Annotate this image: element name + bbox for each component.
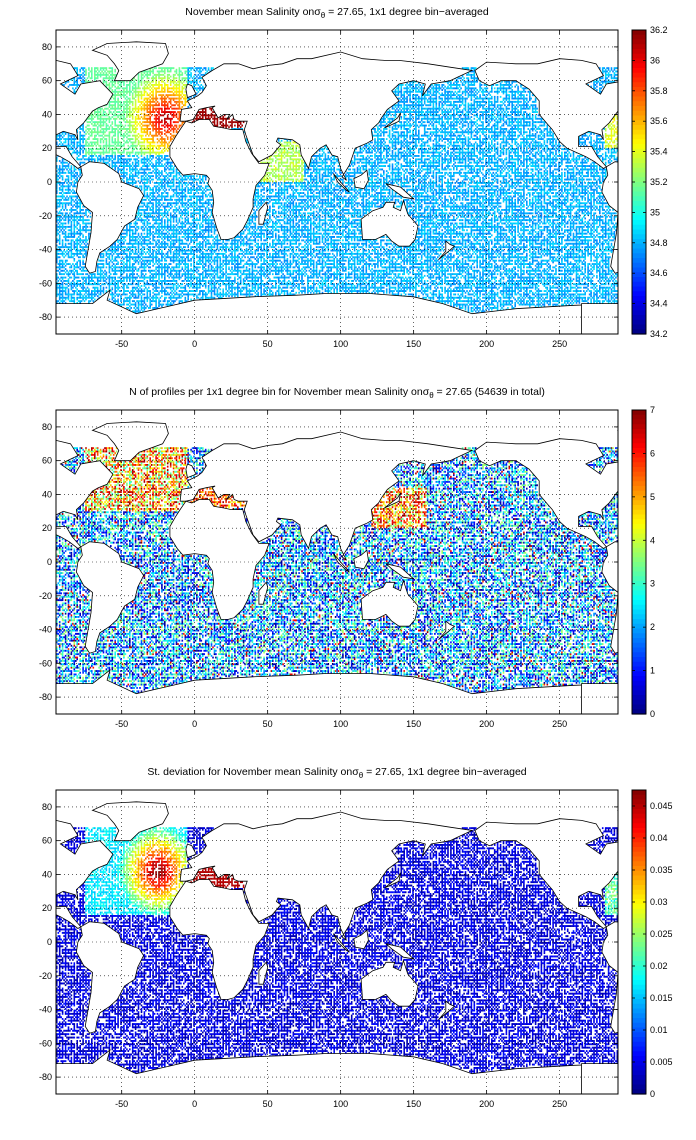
x-tick-label: -50 xyxy=(115,719,128,729)
salinity-panel: November mean Salinity onσθ = 27.65, 1x1… xyxy=(0,0,696,380)
y-tick-label: 60 xyxy=(42,836,52,846)
x-tick-label: 200 xyxy=(479,719,494,729)
colorbar-tick-label: 0.01 xyxy=(650,1025,668,1035)
x-tick-label: 50 xyxy=(263,339,273,349)
x-tick-label: 150 xyxy=(406,339,421,349)
colorbar-tick-label: 35.4 xyxy=(650,147,668,157)
x-tick-label: 50 xyxy=(263,719,273,729)
colorbar-tick-label: 0.015 xyxy=(650,993,673,1003)
colorbar: 36.2 36 35.8 35.6 35.4 35.2 35 34.8 34.6 34.4 34.2 xyxy=(632,25,668,339)
y-tick-label: 80 xyxy=(42,422,52,432)
x-tick-label: -50 xyxy=(115,339,128,349)
y-tick-label: -40 xyxy=(39,1005,52,1015)
y-tick-label: -60 xyxy=(39,658,52,668)
x-tick-label: 0 xyxy=(192,719,197,729)
colorbar-tick-label: 0.03 xyxy=(650,897,668,907)
colorbar-tick-label: 4 xyxy=(650,535,655,545)
colorbar-tick-label: 3 xyxy=(650,579,655,589)
colorbar-tick-label: 0.005 xyxy=(650,1057,673,1067)
x-tick-label: 100 xyxy=(333,719,348,729)
colorbar-tick-label: 34.6 xyxy=(650,268,668,278)
colorbar-tick-label: 34.2 xyxy=(650,329,668,339)
x-tick-label: 100 xyxy=(333,1099,348,1109)
x-tick-label: 250 xyxy=(552,719,567,729)
y-tick-label: -80 xyxy=(39,692,52,702)
y-tick-label: 0 xyxy=(47,937,52,947)
colorbar-tick-label: 35.6 xyxy=(650,116,668,126)
colorbar: 0.045 0.04 0.035 0.03 0.025 0.02 0.015 0.01 0.00… xyxy=(632,790,673,1099)
colorbar-tick-label: 35 xyxy=(650,207,660,217)
y-tick-label: 20 xyxy=(42,523,52,533)
colorbar-tick-label: 35.2 xyxy=(650,177,668,187)
x-tick-label: 200 xyxy=(479,1099,494,1109)
y-tick-label: -80 xyxy=(39,1072,52,1082)
x-tick-label: 0 xyxy=(192,1099,197,1109)
colorbar-tick-label: 0.04 xyxy=(650,833,668,843)
x-tick-label: 50 xyxy=(263,1099,273,1109)
y-tick-label: 0 xyxy=(47,557,52,567)
colorbar-tick-label: 36.2 xyxy=(650,25,668,35)
y-tick-label: 40 xyxy=(42,869,52,879)
colorbar-tick-label: 0 xyxy=(650,709,655,719)
x-tick-label: 100 xyxy=(333,339,348,349)
x-tick-label: 150 xyxy=(406,719,421,729)
y-tick-label: -60 xyxy=(39,278,52,288)
x-tick-label: 250 xyxy=(552,1099,567,1109)
std-deviation-panel: St. deviation for November mean Salinity… xyxy=(0,760,696,1140)
profile-count-panel: N of profiles per 1x1 degree bin for Nov… xyxy=(0,380,696,760)
y-tick-label: -80 xyxy=(39,312,52,322)
y-tick-label: 80 xyxy=(42,42,52,52)
y-tick-label: 60 xyxy=(42,76,52,86)
colorbar-tick-label: 5 xyxy=(650,492,655,502)
colorbar: 7 6 5 4 3 2 1 0 xyxy=(632,405,655,719)
colorbar-tick-label: 34.8 xyxy=(650,238,668,248)
y-tick-label: -20 xyxy=(39,211,52,221)
y-tick-label: -40 xyxy=(39,245,52,255)
colorbar-tick-label: 0.025 xyxy=(650,929,673,939)
y-tick-label: -60 xyxy=(39,1038,52,1048)
y-tick-label: 40 xyxy=(42,489,52,499)
colorbar-tick-label: 0.02 xyxy=(650,961,668,971)
x-tick-label: -50 xyxy=(115,1099,128,1109)
y-tick-label: 60 xyxy=(42,456,52,466)
y-tick-label: 80 xyxy=(42,802,52,812)
colorbar-tick-label: 0.045 xyxy=(650,801,673,811)
y-tick-label: -40 xyxy=(39,625,52,635)
colorbar-tick-label: 1 xyxy=(650,666,655,676)
salinity-map: -50 0 50 100 150 200 250806040200-20-40-60-803… xyxy=(0,0,696,380)
y-tick-label: 0 xyxy=(47,177,52,187)
x-tick-label: 250 xyxy=(552,339,567,349)
colorbar-tick-label: 34.4 xyxy=(650,299,668,309)
y-tick-label: 20 xyxy=(42,903,52,913)
x-tick-label: 200 xyxy=(479,339,494,349)
colorbar-tick-label: 0.035 xyxy=(650,865,673,875)
std-deviation-map: -50 0 50 100 150 200 250806040200-20-40-60-800… xyxy=(0,760,696,1140)
colorbar-tick-label: 6 xyxy=(650,448,655,458)
colorbar-tick-label: 35.8 xyxy=(650,86,668,96)
colorbar-tick-label: 36 xyxy=(650,55,660,65)
profile-count-map: -50 0 50 100 150 200 250806040200-20-40-60-807… xyxy=(0,380,696,760)
colorbar-tick-label: 7 xyxy=(650,405,655,415)
y-tick-label: -20 xyxy=(39,971,52,981)
x-tick-label: 0 xyxy=(192,339,197,349)
y-tick-label: 40 xyxy=(42,109,52,119)
colorbar-tick-label: 2 xyxy=(650,622,655,632)
x-tick-label: 150 xyxy=(406,1099,421,1109)
y-tick-label: 20 xyxy=(42,143,52,153)
y-tick-label: -20 xyxy=(39,591,52,601)
colorbar-tick-label: 0 xyxy=(650,1089,655,1099)
